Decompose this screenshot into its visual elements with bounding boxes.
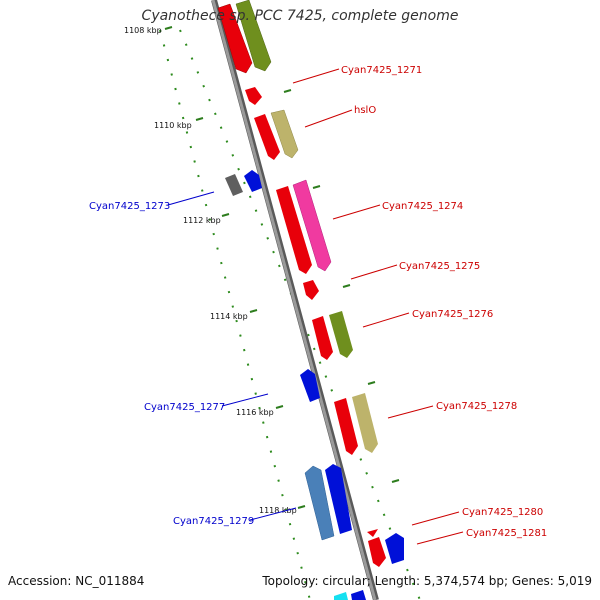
gene-arrow-blue-1277[interactable] bbox=[300, 369, 320, 402]
gene-label-cyan7425-1274[interactable]: Cyan7425_1274 bbox=[382, 201, 463, 212]
gene-block-gray[interactable] bbox=[225, 174, 243, 196]
tick-mark bbox=[283, 89, 292, 93]
gene-arrow-red-1274[interactable] bbox=[276, 186, 312, 274]
gene-label-cyan7425-1277[interactable]: Cyan7425_1277 bbox=[144, 402, 225, 413]
tick-mark bbox=[312, 185, 321, 189]
accession-text: Accession: NC_011884 bbox=[8, 574, 145, 588]
tick-mark bbox=[221, 213, 230, 217]
gene-arrow-khaki[interactable] bbox=[270, 109, 299, 159]
gene-arrow-steelblue[interactable] bbox=[304, 465, 335, 541]
gene-label-cyan7425-1276[interactable]: Cyan7425_1276 bbox=[412, 309, 493, 320]
gene-features bbox=[217, 0, 404, 600]
gene-arrow-olive-1276[interactable] bbox=[329, 311, 353, 358]
tick-label-1110: 1110 kbp bbox=[154, 121, 192, 130]
tick-mark bbox=[342, 284, 351, 288]
gene-label-hslo[interactable]: hslO bbox=[354, 105, 376, 116]
gene-arrow-blue-1281[interactable] bbox=[385, 533, 404, 564]
tick-label-1112: 1112 kbp bbox=[183, 216, 221, 225]
gene-label-cyan7425-1281[interactable]: Cyan7425_1281 bbox=[466, 528, 547, 539]
tick-label-1114: 1114 kbp bbox=[210, 312, 248, 321]
gene-label-cyan7425-1278[interactable]: Cyan7425_1278 bbox=[436, 401, 517, 412]
tick-label-1116: 1116 kbp bbox=[236, 408, 274, 417]
gene-arrow-red-1280[interactable] bbox=[367, 529, 378, 537]
tick-mark bbox=[249, 309, 258, 313]
gene-label-cyan7425-1279[interactable]: Cyan7425_1279 bbox=[173, 516, 254, 527]
tick-label-1118: 1118 kbp bbox=[259, 506, 297, 515]
tick-mark bbox=[195, 117, 204, 121]
map-title: Cyanothece sp. PCC 7425, complete genome bbox=[141, 8, 459, 24]
label-leaders bbox=[167, 68, 464, 545]
tick-mark bbox=[275, 405, 284, 409]
tick-label-1108: 1108 kbp bbox=[124, 26, 162, 35]
tick-mark bbox=[367, 381, 376, 385]
gene-arrow-red[interactable] bbox=[217, 3, 253, 74]
gene-block-cyan[interactable] bbox=[334, 592, 348, 600]
tick-labels: 1108 kbp 1110 kbp 1112 kbp 1114 kbp 1116… bbox=[124, 26, 297, 515]
gene-arrow-red-1278[interactable] bbox=[334, 398, 358, 455]
tick-mark bbox=[297, 505, 306, 509]
gene-arrow-red-small[interactable] bbox=[245, 87, 262, 105]
backbone bbox=[211, 0, 379, 600]
gene-labels: Cyan7425_1271 hslO Cyan7425_1274 Cyan742… bbox=[89, 65, 547, 539]
gene-arrow-red-1281[interactable] bbox=[368, 537, 386, 567]
gene-label-cyan7425-1280[interactable]: Cyan7425_1280 bbox=[462, 507, 543, 518]
gene-label-cyan7425-1275[interactable]: Cyan7425_1275 bbox=[399, 261, 480, 272]
gene-arrow-red-1276[interactable] bbox=[312, 316, 333, 360]
gene-arrow-blue-1279[interactable] bbox=[325, 464, 352, 534]
gene-arrow-olive[interactable] bbox=[235, 0, 272, 72]
gene-arrow-khaki-1278[interactable] bbox=[352, 393, 378, 453]
scale-ticks bbox=[164, 26, 400, 509]
gene-arrow-red-1275[interactable] bbox=[303, 280, 319, 300]
gene-label-cyan7425-1273[interactable]: Cyan7425_1273 bbox=[89, 201, 170, 212]
gene-arrow-red-hslo[interactable] bbox=[254, 114, 280, 160]
gene-arrow-pink[interactable] bbox=[292, 179, 332, 272]
gene-arrow-blue-1273[interactable] bbox=[244, 170, 262, 192]
tick-mark bbox=[391, 479, 400, 483]
gene-block-blue-bottom[interactable] bbox=[351, 590, 366, 600]
tick-mark bbox=[164, 26, 173, 30]
gene-label-cyan7425-1271[interactable]: Cyan7425_1271 bbox=[341, 65, 422, 76]
genome-summary-text: Topology: circular; Length: 5,374,574 bp… bbox=[262, 574, 592, 588]
